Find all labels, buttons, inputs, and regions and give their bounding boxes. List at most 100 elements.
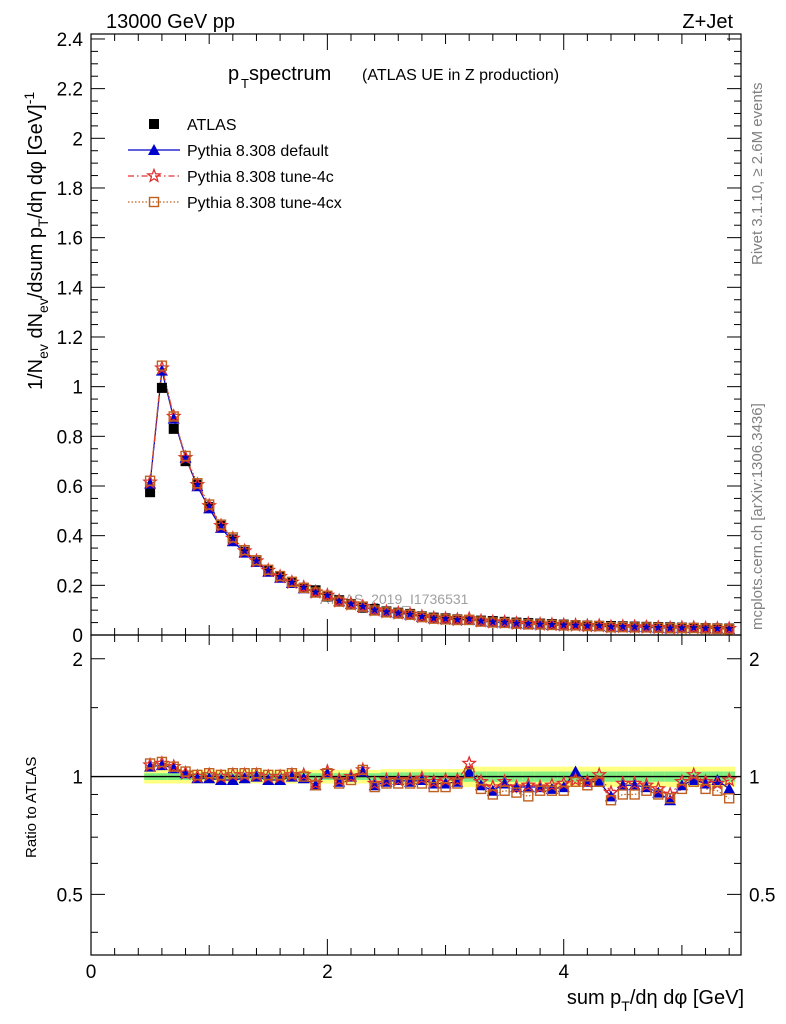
ratio-point-3: [676, 783, 688, 795]
main-point-3: [617, 621, 629, 633]
ylabel-part-2: ev: [35, 344, 51, 359]
main-point-3: [487, 617, 499, 628]
ratio-point-2: [425, 773, 442, 789]
ratio-point-3: [605, 795, 617, 806]
ratio-point-2: [366, 775, 383, 791]
ratio-point-3: [664, 793, 676, 804]
main-point-3: [570, 620, 581, 631]
ylabel-part-6: T: [35, 218, 51, 227]
main-y-tick-label: 1.8: [57, 179, 83, 200]
main-point-3: [499, 617, 510, 629]
ratio-point-3: [617, 789, 629, 800]
xlabel-part-3: /dη dφ [GeV]: [630, 987, 744, 1009]
ratio-point-3: [487, 789, 499, 800]
main-point-3: [452, 614, 463, 626]
ratio-point-3: [274, 769, 286, 781]
xlabel-part-1: sum p: [567, 987, 621, 1009]
main-y-tick-label: 0: [72, 626, 83, 647]
ratio-point-2: [413, 769, 430, 786]
main-point-0: [168, 423, 179, 434]
ratio-point-3: [641, 785, 652, 796]
ratio-point-1: [711, 773, 724, 785]
x-axis-label: sum pT/dη dφ [GeV]: [567, 987, 744, 1014]
ratio-point-3: [381, 778, 392, 789]
ratio-point-3: [239, 768, 250, 779]
ratio-point-3: [440, 781, 451, 793]
xlabel-part-2: T: [621, 998, 630, 1014]
main-point-3: [723, 624, 735, 635]
ratio-point-1: [723, 782, 736, 794]
ratio-point-3: [251, 768, 262, 779]
main-point-3: [215, 519, 227, 530]
main-point-3: [558, 620, 569, 631]
main-point-0: [145, 487, 156, 498]
main-point-3: [144, 475, 156, 486]
ratio-point-3: [192, 769, 203, 781]
main-point-3: [582, 620, 593, 632]
main-point-3: [404, 609, 416, 620]
ratio-point-2: [662, 786, 679, 802]
main-y-tick-label: 2.2: [57, 80, 83, 101]
main-point-3: [629, 622, 640, 633]
ratio-point-1: [593, 775, 606, 787]
main-point-3: [298, 582, 309, 594]
main-point-3: [463, 614, 475, 626]
main-point-3: [393, 608, 404, 619]
main-point-3: [523, 619, 534, 630]
header-left-label: 13000 GeV pp: [106, 11, 235, 33]
main-y-tick-label: 1.2: [57, 328, 83, 349]
ratio-point-2: [650, 780, 667, 796]
main-point-3: [345, 599, 357, 610]
main-point-3: [333, 596, 345, 607]
main-point-3: [203, 499, 215, 510]
main-point-3: [381, 607, 392, 618]
ratio-point-3: [203, 768, 215, 779]
main-point-0: [156, 382, 167, 393]
main-point-3: [156, 360, 168, 371]
main-point-3: [688, 622, 699, 634]
ratio-point-3: [653, 789, 664, 800]
ylabel-part-7: /dη dφ [GeV]: [25, 104, 47, 218]
ratio-y-tick-label-right: 0.5: [749, 885, 775, 906]
main-point-3: [593, 620, 605, 632]
ratio-point-3: [475, 783, 487, 795]
ratio-point-3: [558, 785, 569, 796]
ratio-point-2: [508, 778, 525, 794]
main-y-tick-label: 1.4: [57, 278, 84, 299]
main-point-3: [475, 616, 487, 627]
main-point-3: [664, 623, 676, 634]
ratio-point-2: [520, 776, 537, 793]
main-point-3: [546, 619, 558, 631]
main-point-3: [310, 587, 321, 598]
ratio-point-1: [569, 765, 582, 777]
legend-marker-3: [148, 196, 160, 208]
ratio-point-3: [404, 778, 416, 789]
main-point-3: [322, 590, 333, 601]
legend-marker-2: [146, 167, 162, 183]
ratio-point-1: [687, 773, 700, 785]
main-point-3: [263, 564, 274, 575]
ratio-y-tick-label-right: 2: [749, 650, 760, 671]
ylabel-part-8: -1: [21, 92, 37, 105]
ratio-point-3: [310, 780, 321, 791]
ratio-point-3: [333, 778, 345, 789]
ratio-point-3: [463, 768, 475, 779]
analysis-watermark: ATLAS_2019_I1736531: [320, 591, 469, 607]
main-point-3: [676, 622, 688, 634]
legend: ATLAS Pythia 8.308 default Pythia 8.308 tu…: [128, 117, 342, 212]
main-point-3: [428, 613, 439, 624]
main-point-3: [168, 411, 179, 422]
main-point-3: [274, 570, 286, 582]
ratio-point-3: [534, 785, 546, 796]
ratio-point-2: [543, 776, 560, 793]
ratio-y-tick-label: 0.5: [57, 885, 83, 906]
main-point-3: [511, 618, 522, 629]
main-point-3: [653, 622, 664, 634]
ratio-point-3: [452, 778, 463, 789]
ratio-point-3: [156, 756, 168, 768]
main-point-3: [440, 614, 451, 625]
ratio-point-3: [227, 768, 239, 779]
main-y-tick-label: 0.8: [57, 427, 83, 448]
ratio-point-3: [416, 778, 428, 789]
